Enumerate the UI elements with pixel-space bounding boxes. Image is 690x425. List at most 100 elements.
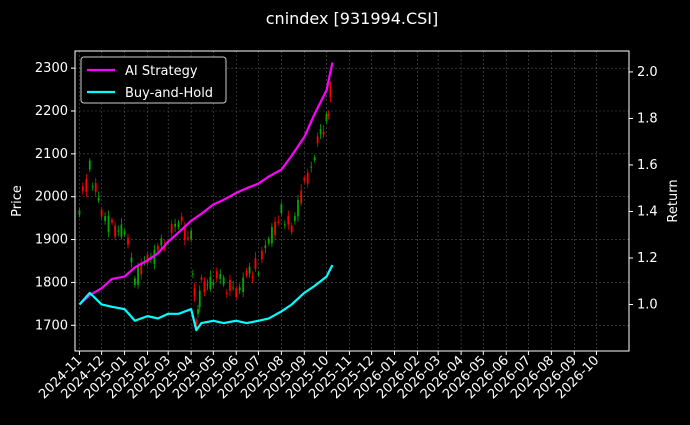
price-candle-body (248, 266, 251, 274)
price-candle-body (319, 129, 322, 134)
price-candle-body (232, 287, 235, 289)
left-tick-label: 1700 (35, 318, 68, 333)
price-candle-body (104, 216, 106, 221)
price-candle-body (222, 277, 225, 285)
price-candle-body (137, 266, 139, 285)
price-candle-body (134, 278, 136, 286)
price-candle-body (78, 210, 81, 216)
price-candle-body (198, 290, 201, 308)
right-tick-label: 1.0 (637, 297, 658, 312)
price-candle-body (81, 186, 84, 192)
price-candle-body (271, 226, 273, 244)
price-candle-body (200, 277, 203, 280)
y-axis-label-left: Price (10, 185, 25, 217)
price-candle-body (177, 222, 180, 228)
right-tick-label: 1.6 (637, 158, 658, 173)
price-candle-body (170, 224, 173, 233)
right-tick-label: 1.2 (637, 251, 658, 266)
price-candle-body (209, 276, 212, 290)
price-candle-body (327, 114, 330, 116)
ai-strategy-line (78, 62, 334, 306)
price-candle-body (111, 219, 113, 223)
price-candle-body (156, 245, 159, 251)
price-candle-body (197, 309, 199, 314)
price-candle-body (91, 186, 94, 188)
price-candle-body (88, 160, 91, 170)
price-candle-body (310, 166, 313, 168)
price-candle-body (225, 292, 228, 295)
price-candle-body (283, 224, 286, 226)
price-candle-body (94, 183, 97, 193)
price-candle-body (195, 320, 198, 328)
price-candle-body (127, 237, 129, 245)
left-tick-label: 2300 (35, 61, 68, 76)
price-candle-body (140, 263, 143, 275)
price-candle-body (280, 204, 283, 214)
price-candle-body (300, 190, 303, 204)
price-candle-body (306, 172, 309, 184)
price-candle-body (325, 114, 328, 121)
price-candle-body (293, 216, 296, 221)
price-candle-body (203, 281, 206, 293)
right-tick-label: 2.0 (637, 65, 658, 80)
price-candle-body (267, 238, 270, 244)
price-candle-body (180, 216, 183, 222)
price-candle-body (229, 279, 231, 291)
price-candle-body (254, 258, 257, 270)
axes-frame (74, 50, 630, 352)
price-candle-body (100, 209, 103, 217)
price-candle-body (120, 224, 123, 237)
left-tick-label: 2100 (35, 147, 68, 162)
price-candle-body (316, 136, 319, 144)
price-candle-body (130, 257, 133, 263)
price-candle-body (206, 284, 209, 286)
price-candle-body (174, 223, 176, 227)
price-candle-body (114, 225, 117, 237)
price-candle-body (215, 271, 218, 279)
price-candle-body (264, 245, 267, 249)
price-candle-body (85, 179, 88, 193)
price-candle-body (277, 221, 280, 224)
buy-and-hold-line (78, 264, 334, 332)
price-candle-body (219, 274, 222, 279)
price-candle-body (160, 238, 163, 246)
price-candle-body (313, 157, 316, 161)
price-candle-body (193, 287, 196, 297)
price-candles (78, 81, 332, 330)
price-candle-body (183, 226, 186, 240)
price-candle-body (260, 250, 263, 260)
price-candle-body (123, 231, 126, 235)
legend: AI Strategy Buy-and-Hold (80, 56, 227, 104)
left-tick-label: 1900 (35, 233, 68, 248)
price-candle-body (322, 131, 325, 135)
price-candle-body (117, 230, 120, 232)
price-candle-body (212, 282, 215, 285)
left-tick-label: 1800 (35, 275, 68, 290)
right-tick-label: 1.4 (637, 204, 658, 219)
legend-box (80, 56, 227, 104)
chart-title: cnindex [931994.CSI] (266, 9, 439, 28)
price-candle-body (257, 273, 260, 275)
price-candle-body (107, 215, 110, 233)
legend-label: AI Strategy (125, 64, 198, 79)
price-candle-body (303, 177, 306, 181)
price-candle-body (190, 230, 193, 240)
price-candle-body (274, 221, 276, 235)
right-tick-label: 1.8 (637, 111, 658, 126)
price-candle-body (187, 237, 189, 239)
price-candle-body (290, 225, 293, 233)
y-axis-label-right: Return (666, 179, 681, 222)
price-candle-body (251, 276, 254, 278)
legend-label: Buy-and-Hold (125, 86, 213, 101)
left-tick-label: 2200 (35, 104, 68, 119)
price-candle-body (245, 270, 248, 276)
price-candle-body (287, 215, 290, 225)
price-candle-body (238, 287, 241, 291)
price-candle-body (329, 86, 332, 98)
price-candle-body (242, 277, 245, 293)
price-candle-body (97, 197, 100, 201)
left-tick-label: 2000 (35, 190, 68, 205)
price-candle-body (191, 273, 194, 275)
